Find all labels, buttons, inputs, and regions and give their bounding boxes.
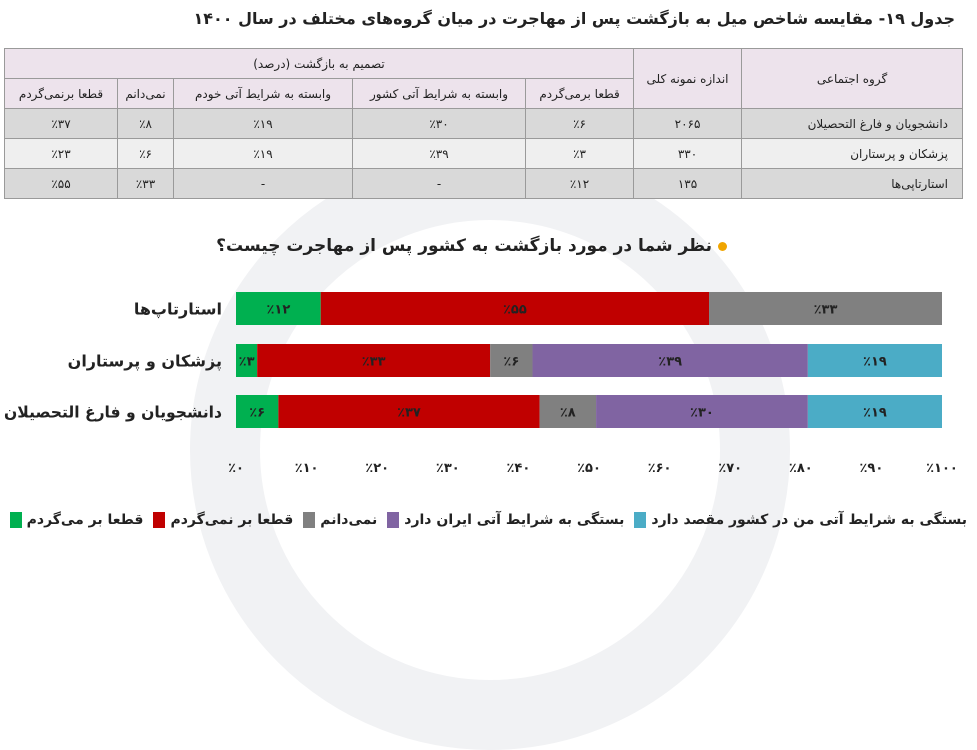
bar-segment (807, 344, 942, 377)
x-tick-label: ٪۸۰ (789, 461, 813, 476)
data-label: ٪۸ (560, 406, 576, 421)
value-cell: - (352, 168, 527, 199)
value-cell: - (173, 168, 354, 199)
data-label: ٪۳۳ (362, 355, 386, 370)
sub-header: وابسته به شرایط آتی خودم (173, 78, 354, 109)
x-tick-label: ٪۲۰ (365, 461, 389, 476)
bar-segment (236, 292, 321, 325)
x-tick-label: ٪۱۰۰ (926, 461, 958, 476)
bar-segment (278, 395, 540, 428)
sub-header: قطعا برمی‌گردم (525, 78, 635, 109)
sample-cell: ۱۳۵ (633, 168, 743, 199)
table-row: استارتاپی‌ها ۱۳۵ ٪۱۲ - - ٪۳۳ ٪۵۵ (3, 168, 964, 199)
data-label: ٪۱۲ (266, 303, 290, 318)
value-cell: ٪۸ (117, 108, 175, 139)
bar-segment (539, 395, 597, 428)
x-tick-label: ٪۹۰ (859, 461, 883, 476)
sample-cell: ۲۰۶۵ (633, 108, 743, 139)
legend: بستگی به شرایط آتی من در کشور مقصد دارد ب… (9, 512, 967, 528)
legend-swatch (153, 512, 166, 528)
value-cell: ٪۳۰ (352, 108, 527, 139)
value-cell: ٪۲۳ (3, 138, 119, 169)
data-label: ٪۶ (503, 355, 519, 370)
stacked-bar-chart: استارتاپ‌ها ٪۱۲ ٪۵۵ ٪۳۳ پزشکان و پرستاران ٪۳ ٪… (4, 292, 958, 476)
legend-label: بستگی به شرایط آتی ایران دارد (404, 512, 625, 528)
category-label: دانشجویان و فارغ التحصیلان (4, 403, 222, 422)
sub-header: وابسته به شرایط آتی کشور (352, 78, 527, 109)
return-table: گروه اجتماعی اندازه نمونه کلی تصمیم به ب… (3, 48, 964, 199)
data-label: ٪۱۹ (863, 406, 887, 421)
data-label: ٪۵۵ (503, 303, 527, 318)
x-tick-label: ٪۰ (228, 461, 244, 476)
chart-title-text: نظر شما در مورد بازگشت به کشور پس از مها… (216, 236, 712, 256)
value-cell: ٪۱۲ (525, 168, 635, 199)
sample-cell: ۳۳۰ (633, 138, 743, 169)
x-tick-label: ٪۷۰ (718, 461, 742, 476)
legend-label: نمی‌دانم (320, 512, 378, 528)
bar-segment (236, 395, 279, 428)
group-cell: دانشجویان و فارغ التحصیلان (741, 108, 964, 139)
category-label: استارتاپ‌ها (134, 300, 222, 320)
value-cell: ٪۳۹ (352, 138, 527, 169)
bullet-icon (718, 242, 727, 251)
data-label: ٪۳۹ (658, 355, 682, 370)
data-label: ٪۳ (239, 355, 255, 370)
legend-item: قطعا بر نمی‌گردم (153, 512, 293, 528)
chart-title: نظر شما در مورد بازگشت به کشور پس از مها… (216, 236, 727, 256)
legend-swatch (9, 512, 22, 528)
data-label: ٪۳۰ (690, 406, 714, 421)
bar-segment (807, 395, 942, 428)
x-tick-label: ٪۵۰ (577, 461, 601, 476)
bar-segment (257, 344, 491, 377)
value-cell: ٪۱۹ (173, 138, 354, 169)
group-header: گروه اجتماعی (741, 48, 964, 109)
sub-header: قطعا برنمی‌گردم (3, 78, 119, 109)
value-cell: ٪۱۹ (173, 108, 354, 139)
bar-segment (490, 344, 533, 377)
decision-header: تصمیم به بازگشت (درصد) (3, 48, 635, 79)
bar-segment (709, 292, 942, 325)
data-label: ٪۶ (249, 406, 265, 421)
legend-item: بستگی به شرایط آتی ایران دارد (387, 512, 624, 528)
bar-segment (236, 344, 258, 377)
legend-swatch (303, 512, 316, 528)
sample-header: اندازه نمونه کلی (633, 48, 743, 109)
legend-label: قطعا بر نمی‌گردم (170, 512, 294, 528)
bar-segment (596, 395, 808, 428)
x-tick-label: ٪۳۰ (436, 461, 460, 476)
legend-item: قطعا بر می‌گردم (9, 512, 144, 528)
group-cell: پزشکان و پرستاران (741, 138, 964, 169)
table-title: جدول ۱۹- مقایسه شاخص میل به بازگشت پس از… (193, 9, 955, 28)
value-cell: ٪۵۵ (3, 168, 119, 199)
data-label: ٪۱۹ (863, 355, 887, 370)
bar-segment (532, 344, 808, 377)
sub-header: نمی‌دانم (117, 78, 175, 109)
data-label: ٪۳۳ (814, 303, 838, 318)
category-label: پزشکان و پرستاران (68, 352, 222, 372)
legend-label: قطعا بر می‌گردم (26, 512, 144, 528)
table-row: پزشکان و پرستاران ۳۳۰ ٪۳ ٪۳۹ ٪۱۹ ٪۶ ٪۲۳ (3, 138, 964, 169)
x-tick-label: ٪۶۰ (648, 461, 672, 476)
legend-item: نمی‌دانم (303, 512, 377, 528)
legend-swatch (634, 512, 647, 528)
group-cell: استارتاپی‌ها (741, 168, 964, 199)
legend-item: بستگی به شرایط آتی من در کشور مقصد دارد (634, 512, 967, 528)
value-cell: ٪۶ (525, 108, 635, 139)
value-cell: ٪۳۳ (117, 168, 175, 199)
legend-label: بستگی به شرایط آتی من در کشور مقصد دارد (651, 512, 967, 528)
legend-swatch (387, 512, 400, 528)
x-tick-label: ٪۱۰ (295, 461, 319, 476)
bar-segment (320, 292, 710, 325)
data-label: ٪۳۷ (397, 406, 421, 421)
x-tick-label: ٪۴۰ (506, 461, 530, 476)
